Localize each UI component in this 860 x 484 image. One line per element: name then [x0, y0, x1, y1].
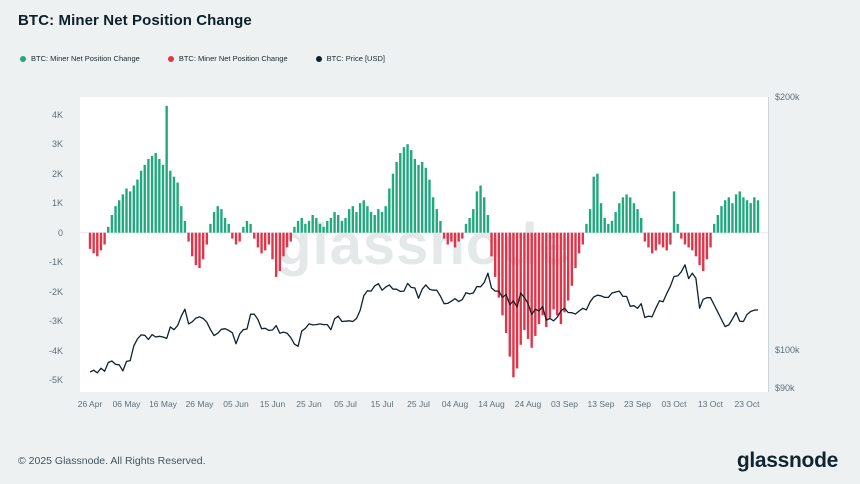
left-axis-tick: -5K [48, 375, 63, 385]
left-axis-tick: 2K [51, 169, 63, 179]
x-axis-tick: 25 Jul [407, 399, 430, 409]
x-axis-tick: 04 Aug [441, 399, 469, 409]
x-axis-tick: 15 Jul [370, 399, 394, 409]
copyright-text: © 2025 Glassnode. All Rights Reserved. [18, 455, 206, 467]
x-axis-tick: 13 Oct [697, 399, 724, 409]
x-axis-tick: 15 Jun [259, 399, 286, 409]
x-axis-tick: 23 Sep [624, 399, 651, 409]
x-axis-tick: 03 Oct [661, 399, 687, 409]
left-axis-tick: -2K [48, 287, 63, 297]
x-axis: 26 Apr 06 May 16 May 26 May 05 Jun 15 Jun 25 J… [77, 399, 768, 415]
left-axis: 4K 3K 2K 1K 0 -1K -2K -3K -4K -5K [0, 97, 72, 392]
x-axis-tick: 16 May [149, 399, 177, 409]
legend-item-price-usd[interactable]: BTC: Price [USD] [315, 54, 385, 63]
legend-label-red: BTC: Miner Net Position Change [178, 54, 288, 63]
legend-item-miner-net-position-green[interactable]: BTC: Miner Net Position Change [20, 54, 140, 63]
left-axis-tick: -4K [48, 346, 63, 356]
x-axis-tick: 26 May [185, 399, 214, 409]
right-axis-tick: $90k [775, 383, 795, 393]
x-axis-tick: 24 Aug [514, 399, 542, 409]
x-axis-tick: 06 May [112, 399, 141, 409]
legend-label-green: BTC: Miner Net Position Change [31, 54, 140, 63]
plot-area[interactable]: glassnode [80, 97, 769, 392]
right-axis: $200k $100k $90k [775, 92, 855, 393]
chart-title: BTC: Miner Net Position Change [18, 12, 252, 29]
x-axis-tick: 05 Jul [334, 399, 357, 409]
legend-label-price: BTC: Price [USD] [326, 54, 385, 63]
left-axis-tick: 4K [51, 110, 63, 120]
x-axis-tick: 23 Oct [734, 399, 760, 409]
glassnode-logo: glassnode [736, 449, 838, 472]
left-axis-tick: 1K [51, 198, 63, 208]
x-axis-tick: 26 Apr [77, 399, 103, 409]
x-axis-tick: 14 Aug [478, 399, 505, 409]
left-axis-tick: -3K [48, 316, 63, 326]
left-axis-tick: 0 [57, 228, 63, 238]
x-axis-tick: 05 Jun [223, 399, 249, 409]
x-axis-tick: 13 Sep [587, 399, 615, 409]
right-axis-tick: $100k [775, 345, 800, 355]
legend-dot-green-icon [20, 55, 26, 62]
right-axis-tick: $200k [775, 92, 800, 102]
x-axis-tick: 25 Jun [296, 399, 322, 409]
left-axis-tick: 3K [51, 139, 63, 149]
legend-dot-red-icon [167, 55, 174, 62]
x-axis-tick: 03 Sep [551, 399, 578, 409]
legend-dot-price-icon [315, 55, 322, 62]
chart-legend: BTC: Miner Net Position Change BTC: Mine… [20, 54, 385, 63]
legend-item-miner-net-position-red[interactable]: BTC: Miner Net Position Change [167, 54, 288, 63]
chart-svg [80, 105, 768, 378]
left-axis-tick: -1K [48, 257, 63, 267]
